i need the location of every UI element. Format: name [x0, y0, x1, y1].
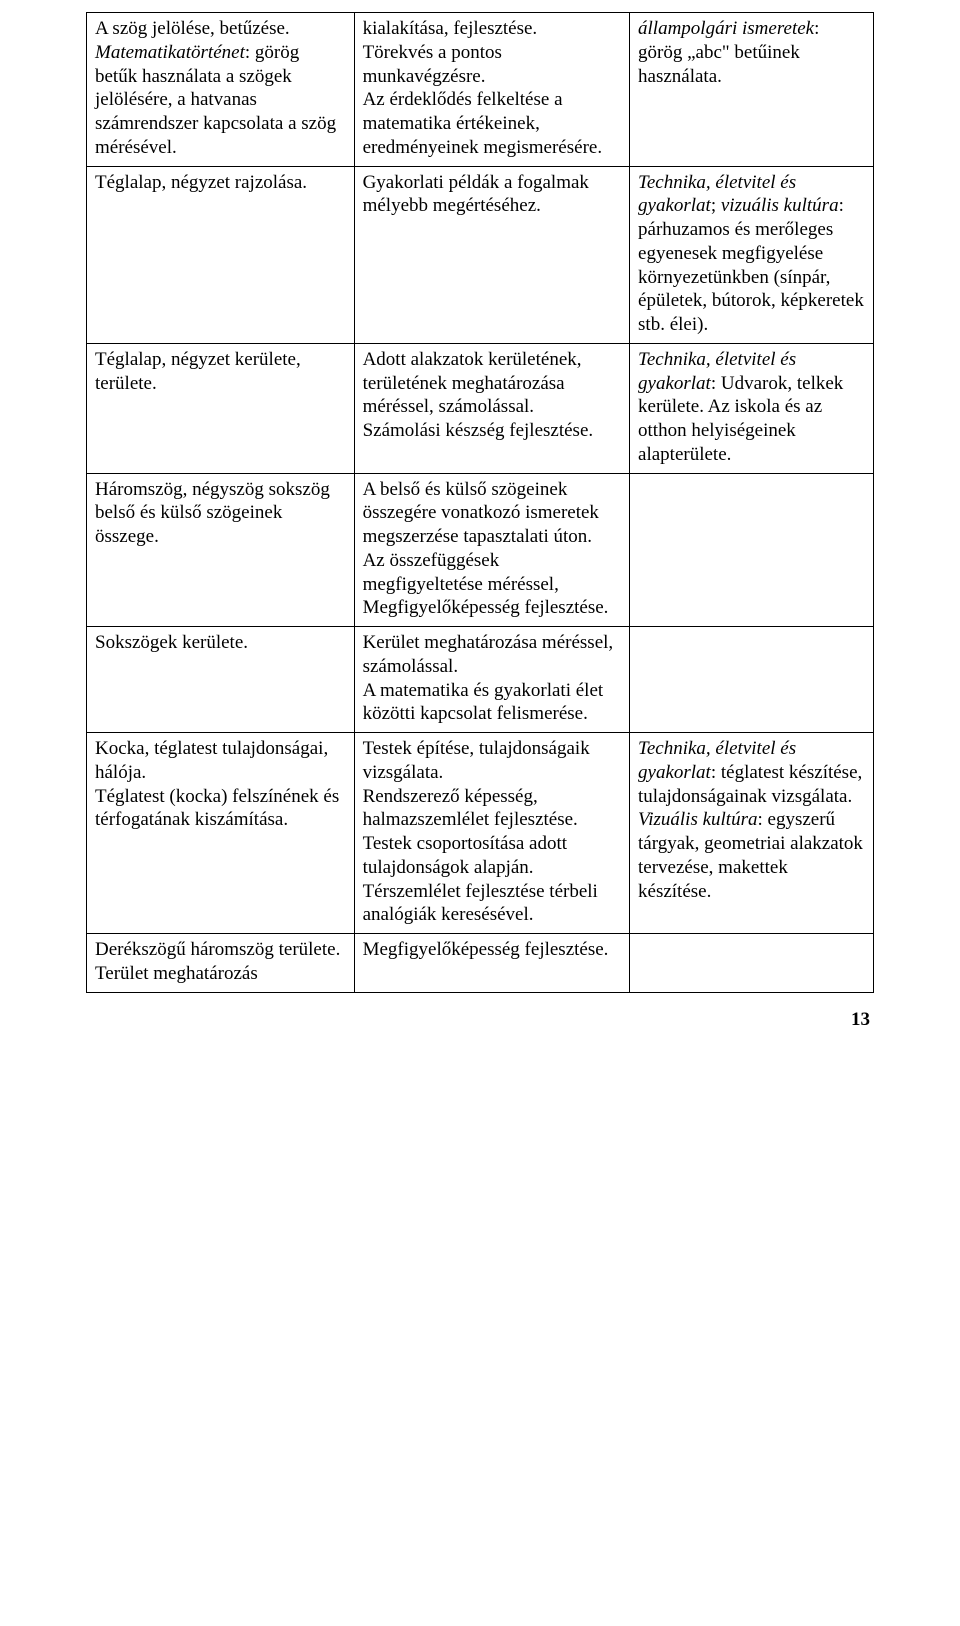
cell-text: A belső és külső szögeinek összegére von…: [363, 478, 621, 549]
cell-text: A szög jelölése, betűzése.: [95, 17, 346, 41]
cell-text: Technika, életvitel és gyakorlat: téglat…: [638, 737, 865, 808]
table-row: Sokszögek kerülete. Kerület meghatározása…: [87, 627, 874, 733]
table-cell: Testek építése, tulajdonságaik vizsgálat…: [354, 733, 629, 934]
table-row: A szög jelölése, betűzése.Matematikatört…: [87, 13, 874, 167]
table-row: Téglalap, négyzet rajzolása. Gyakorlati p…: [87, 166, 874, 343]
table-cell: A szög jelölése, betűzése.Matematikatört…: [87, 13, 355, 167]
cell-text: Rendszerező képesség, halmazszemlélet fe…: [363, 785, 621, 833]
table-cell: állampolgári ismeretek: görög „abc" betű…: [630, 13, 874, 167]
table-cell: [630, 473, 874, 627]
cell-text: Testek csoportosítása adott tulajdonságo…: [363, 832, 621, 880]
table-cell: Sokszögek kerülete.: [87, 627, 355, 733]
table-cell: [630, 934, 874, 993]
cell-text: Derékszögű háromszög területe.: [95, 938, 346, 962]
table-cell: Téglalap, négyzet kerülete, területe.: [87, 343, 355, 473]
document-page: A szög jelölése, betűzése.Matematikatört…: [0, 0, 960, 1071]
cell-text: kialakítása, fejlesztése.: [363, 17, 621, 41]
cell-text: Gyakorlati példák a fogalmak mélyebb meg…: [363, 171, 621, 219]
table-cell: A belső és külső szögeinek összegére von…: [354, 473, 629, 627]
cell-text: állampolgári ismeretek: görög „abc" betű…: [638, 17, 865, 88]
cell-text: Vizuális kultúra: egyszerű tárgyak, geom…: [638, 808, 865, 903]
cell-text: Téglalap, négyzet kerülete, területe.: [95, 348, 346, 396]
cell-text: Számolási készség fejlesztése.: [363, 419, 621, 443]
table-row: Derékszögű háromszög területe.Terület me…: [87, 934, 874, 993]
table-cell: Téglalap, négyzet rajzolása.: [87, 166, 355, 343]
cell-text: Testek építése, tulajdonságaik vizsgálat…: [363, 737, 621, 785]
table-cell: Háromszög, négyszög sokszög belső és kül…: [87, 473, 355, 627]
table-cell: Adott alakzatok kerületének, területének…: [354, 343, 629, 473]
cell-text: Téglatest (kocka) felszínének és térfoga…: [95, 785, 346, 833]
table-cell: [630, 627, 874, 733]
table-cell: kialakítása, fejlesztése.Törekvés a pont…: [354, 13, 629, 167]
table-cell: Technika, életvitel és gyakorlat: téglat…: [630, 733, 874, 934]
cell-text: Téglalap, négyzet rajzolása.: [95, 171, 346, 195]
cell-text: Terület meghatározás: [95, 962, 346, 986]
cell-text: Az érdeklődés felkeltése a matematika ér…: [363, 88, 621, 159]
table-row: Kocka, téglatest tulajdonságai, hálója.T…: [87, 733, 874, 934]
cell-text: Adott alakzatok kerületének, területének…: [363, 348, 621, 419]
page-number: 13: [86, 993, 874, 1031]
cell-text: Kocka, téglatest tulajdonságai, hálója.: [95, 737, 346, 785]
cell-text: Térszemlélet fejlesztése térbeli analógi…: [363, 880, 621, 928]
cell-text: Sokszögek kerülete.: [95, 631, 346, 655]
cell-text: Háromszög, négyszög sokszög belső és kül…: [95, 478, 346, 549]
cell-text: Technika, életvitel és gyakorlat: Udvaro…: [638, 348, 865, 467]
table-cell: Derékszögű háromszög területe.Terület me…: [87, 934, 355, 993]
content-table: A szög jelölése, betűzése.Matematikatört…: [86, 12, 874, 993]
cell-text: Kerület meghatározása méréssel, számolás…: [363, 631, 621, 679]
cell-text: Matematikatörténet: görög betűk használa…: [95, 41, 346, 160]
cell-text: A matematika és gyakorlati élet közötti …: [363, 679, 621, 727]
cell-text: Technika, életvitel és gyakorlat; vizuál…: [638, 171, 865, 337]
table-cell: Technika, életvitel és gyakorlat: Udvaro…: [630, 343, 874, 473]
cell-text: Megfigyelőképesség fejlesztése.: [363, 938, 621, 962]
table-cell: Megfigyelőképesség fejlesztése.: [354, 934, 629, 993]
table-row: Háromszög, négyszög sokszög belső és kül…: [87, 473, 874, 627]
table-cell: Gyakorlati példák a fogalmak mélyebb meg…: [354, 166, 629, 343]
cell-text: Megfigyelőképesség fejlesztése.: [363, 596, 621, 620]
table-cell: Kocka, téglatest tulajdonságai, hálója.T…: [87, 733, 355, 934]
table-cell: Kerület meghatározása méréssel, számolás…: [354, 627, 629, 733]
table-cell: Technika, életvitel és gyakorlat; vizuál…: [630, 166, 874, 343]
cell-text: Törekvés a pontos munkavégzésre.: [363, 41, 621, 89]
cell-text: Az összefüggések megfigyeltetése mérésse…: [363, 549, 621, 597]
table-row: Téglalap, négyzet kerülete, területe. Ado…: [87, 343, 874, 473]
